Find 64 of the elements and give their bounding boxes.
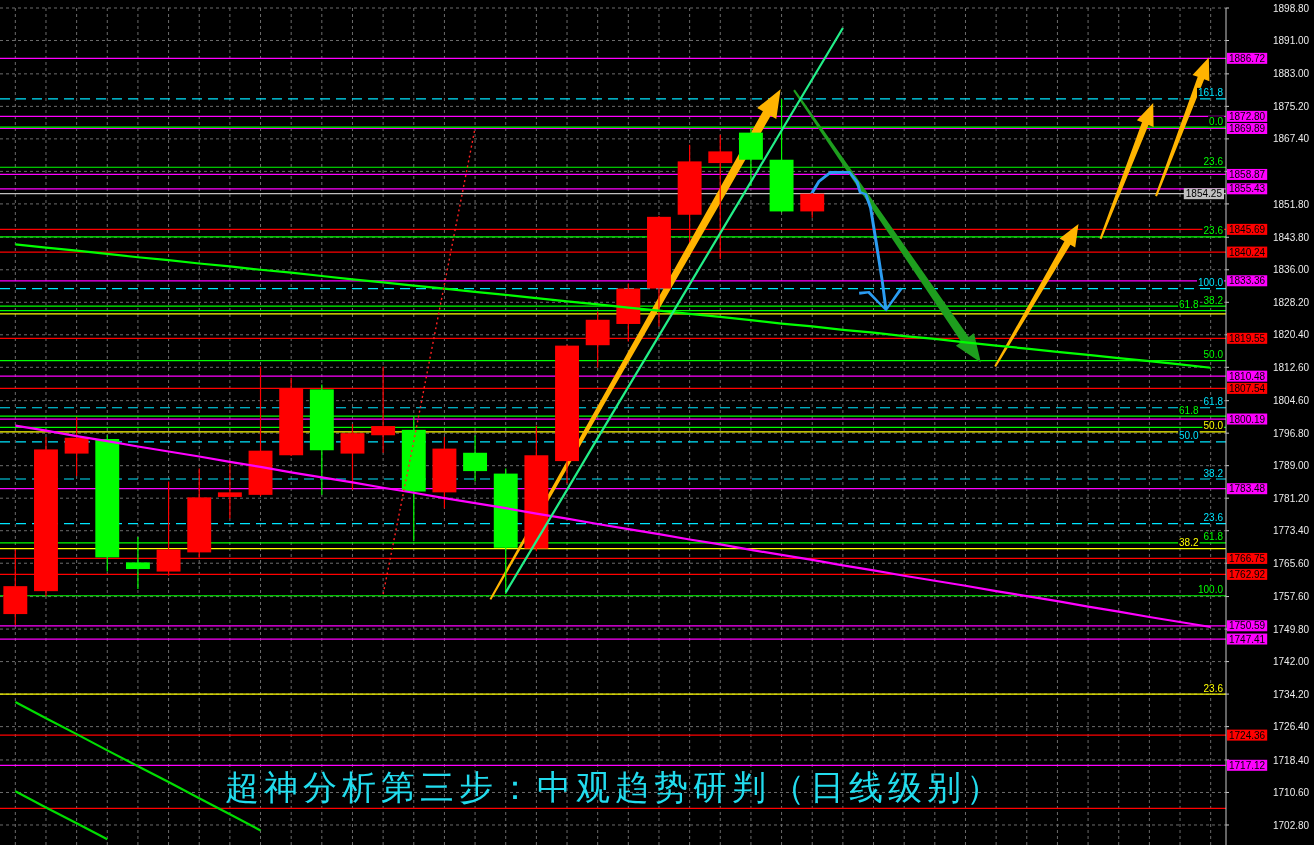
y-tick-label: 1812.60: [1273, 361, 1310, 373]
annotation: 100.0: [1197, 584, 1224, 596]
y-tick-label: 1828.20: [1273, 296, 1310, 308]
y-tick-label: 1898.80: [1273, 2, 1310, 14]
price-tag: 1762.92: [1227, 568, 1268, 580]
y-tick-label: 1883.00: [1273, 68, 1310, 80]
y-tick-label: 1765.60: [1273, 557, 1310, 569]
y-tick-label: 1781.20: [1273, 492, 1310, 504]
annotation: 23.6: [1203, 155, 1224, 167]
price-tag: 1717.12: [1227, 759, 1268, 771]
price-tag: 1833.36: [1227, 275, 1268, 287]
annotation: 61.8: [1203, 531, 1224, 543]
y-tick-label: 1710.60: [1273, 787, 1310, 799]
y-tick-label: 1749.80: [1273, 623, 1310, 635]
annotation: 38.2: [1179, 537, 1199, 549]
annotation: 61.8: [1179, 299, 1199, 311]
annotation: 50.0: [1203, 349, 1224, 361]
annotation: 23.6: [1203, 225, 1224, 237]
price-tag: 1845.69: [1227, 223, 1268, 235]
price-tag: 1750.59: [1227, 620, 1268, 632]
annotation: 61.8: [1203, 396, 1224, 408]
price-tag: 1724.36: [1227, 729, 1268, 741]
y-tick-label: 1836.00: [1273, 264, 1310, 276]
annotation: 61.8: [1179, 404, 1199, 416]
price-tag: 1783.48: [1227, 483, 1268, 495]
y-tick-label: 1742.00: [1273, 656, 1310, 668]
y-tick-label: 1702.80: [1273, 819, 1310, 831]
annotation: 50.0: [1203, 420, 1224, 432]
y-tick-label: 1726.40: [1273, 721, 1310, 733]
y-tick-label: 1867.40: [1273, 133, 1310, 145]
annotation: 38.2: [1203, 294, 1224, 306]
annotation: 23.6: [1203, 512, 1224, 524]
price-tag: 1886.72: [1227, 52, 1268, 64]
y-tick-label: 1843.80: [1273, 231, 1310, 243]
price-tag: 1854.25: [1183, 188, 1224, 200]
price-tag: 1858.87: [1227, 168, 1268, 181]
price-tag: 1872.80: [1227, 110, 1268, 122]
annotation: 161.8: [1197, 87, 1224, 99]
price-tag: 1810.48: [1227, 370, 1268, 382]
y-tick-label: 1851.80: [1273, 198, 1310, 210]
y-tick-label: 1718.40: [1273, 754, 1310, 766]
title: 超神分析第三步：中观趋势研判（日线级别）: [225, 766, 1005, 807]
price-tag: 1840.24: [1227, 246, 1268, 258]
y-tick-label: 1734.20: [1273, 688, 1310, 700]
price-tag: 1747.41: [1227, 633, 1268, 645]
price-tag: 1869.89: [1227, 123, 1268, 135]
y-tick-label: 1757.60: [1273, 591, 1310, 603]
price-tag: 1807.54: [1227, 382, 1268, 394]
y-tick-label: 1820.40: [1273, 329, 1310, 341]
y-tick-label: 1796.80: [1273, 427, 1310, 439]
annotation: 50.0: [1179, 430, 1199, 442]
price-tag: 1800.19: [1227, 413, 1268, 425]
y-tick-label: 1875.20: [1273, 100, 1310, 112]
annotation: 23.6: [1203, 682, 1224, 694]
annotation: 38.2: [1203, 467, 1224, 479]
price-tag: 1819.55: [1227, 332, 1268, 344]
y-tick-label: 1804.60: [1273, 395, 1310, 407]
annotation: 0.0: [1209, 115, 1224, 127]
annotation: 100.0: [1197, 277, 1224, 289]
y-tick-label: 1891.00: [1273, 35, 1310, 47]
y-tick-label: 1789.00: [1273, 460, 1310, 472]
price-tag: 1855.43: [1227, 183, 1268, 195]
price-tag: 1766.75: [1227, 552, 1268, 565]
y-tick-label: 1773.40: [1273, 525, 1310, 537]
